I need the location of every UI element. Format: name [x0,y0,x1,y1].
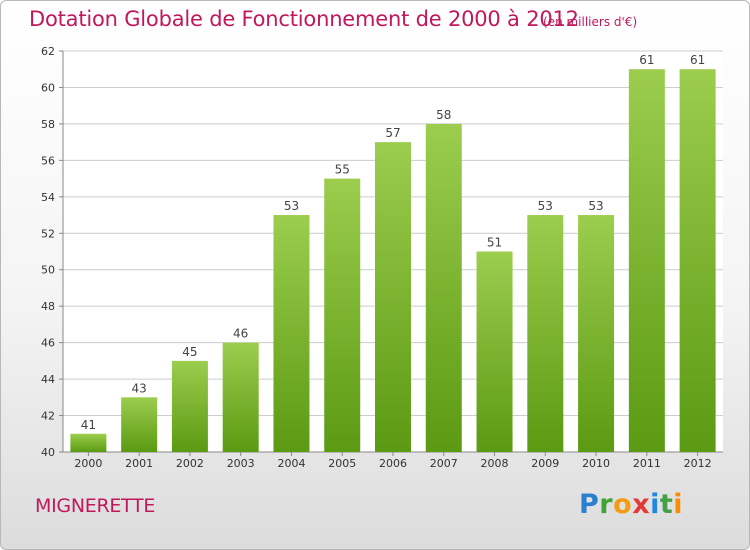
y-tick-label: 56 [41,154,55,167]
y-tick-label: 52 [41,227,55,240]
bar-value-label: 61 [690,53,705,67]
bar-value-label: 57 [385,126,400,140]
y-tick-label: 54 [41,191,55,204]
y-tick-label: 42 [41,410,55,423]
x-tick-label: 2007 [430,457,458,470]
y-tick-label: 46 [41,337,55,350]
y-tick-label: 48 [41,300,55,313]
x-tick-label: 2012 [684,457,712,470]
y-tick-label: 58 [41,118,55,131]
x-tick-label: 2009 [531,457,559,470]
bar-value-label: 45 [182,345,197,359]
bar [222,342,259,452]
bar-value-label: 58 [436,108,451,122]
x-tick-label: 2006 [379,457,407,470]
x-tick-label: 2000 [74,457,102,470]
bar [476,251,513,452]
bar [425,123,462,452]
bar-value-label: 43 [132,381,147,395]
bar-value-label: 53 [284,199,299,213]
chart-subtitle: (en milliers d'€) [543,15,638,29]
bar-value-label: 55 [335,163,350,177]
bar-value-label: 51 [487,236,502,250]
bar-value-label: 46 [233,327,248,341]
x-tick-label: 2008 [481,457,509,470]
bar [578,215,615,452]
bar [375,142,411,453]
bar [121,397,158,452]
bar-value-label: 61 [639,53,654,67]
bar-value-label: 53 [538,199,553,213]
y-tick-label: 44 [41,373,55,386]
x-tick-label: 2003 [227,457,255,470]
bar-value-label: 53 [588,199,603,213]
bar [324,178,361,452]
commune-name: MIGNERETTE [35,495,156,517]
y-tick-label: 62 [41,45,55,58]
bar [70,433,107,452]
bar [273,215,310,452]
y-tick-label: 60 [41,81,55,94]
x-tick-label: 2001 [125,457,153,470]
x-tick-label: 2011 [633,457,661,470]
proxiti-logo: Proxiti [579,489,684,520]
bar [171,360,208,452]
chart-title: Dotation Globale de Fonctionnement de 20… [29,7,579,31]
bar [527,215,564,452]
y-tick-label: 50 [41,264,55,277]
x-tick-label: 2005 [328,457,356,470]
x-tick-label: 2010 [582,457,610,470]
x-tick-label: 2004 [277,457,305,470]
bar [679,69,716,453]
bar-value-label: 41 [81,418,96,432]
x-tick-label: 2002 [176,457,204,470]
bar [628,69,665,453]
y-tick-label: 40 [41,446,55,459]
